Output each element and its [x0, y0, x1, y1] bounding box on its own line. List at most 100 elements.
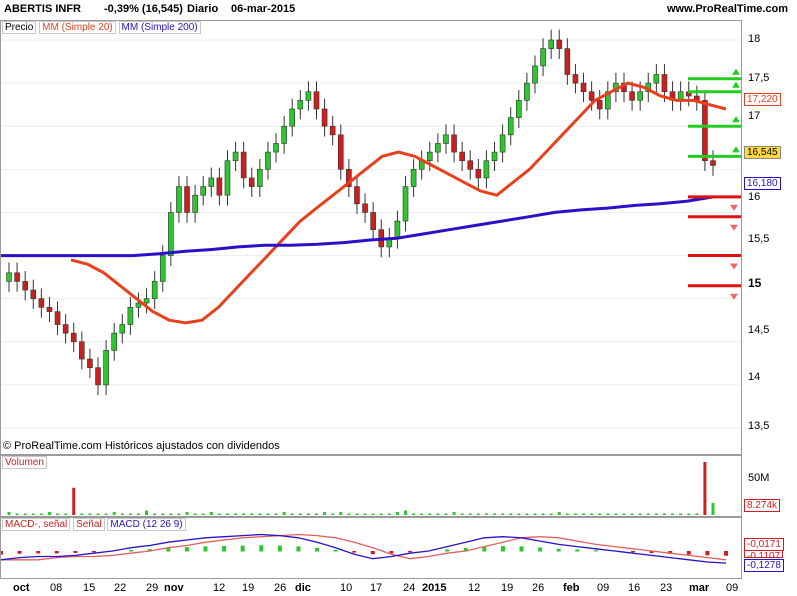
ma20-line	[70, 81, 727, 325]
volume-bar	[72, 487, 76, 515]
legend-ma20[interactable]: MM (Simple 20)	[39, 21, 116, 34]
legend-price[interactable]: Precio	[2, 21, 37, 34]
candle-body	[346, 169, 352, 187]
down-arrow-icon	[730, 204, 738, 211]
x-axis-label: 15	[83, 582, 96, 594]
volume-bar	[23, 513, 27, 515]
ma200-line	[1, 195, 714, 258]
candle-body	[661, 74, 668, 93]
volume-bar	[468, 513, 472, 515]
candle-body	[443, 134, 449, 144]
macd-histogram-bar	[705, 551, 710, 556]
legend-signal[interactable]: Señal	[73, 518, 105, 531]
volume-bar	[153, 513, 157, 515]
legend-volume[interactable]: Volumen	[2, 456, 47, 469]
header-site: www.ProRealTime.com	[667, 3, 789, 15]
candle-body	[103, 350, 109, 386]
up-arrow-icon	[732, 146, 740, 153]
down-arrow-icon	[730, 263, 738, 270]
tick-18: 18	[748, 33, 761, 45]
volume-panel[interactable]: Volumen	[0, 455, 742, 517]
volume-bar	[274, 513, 278, 515]
price-footer: © ProRealTime.com Históricos ajustados c…	[3, 440, 280, 452]
candle-body	[70, 332, 77, 343]
volume-bar	[582, 513, 586, 515]
volume-bar	[590, 513, 594, 515]
candle-body	[337, 134, 344, 170]
legend-ma200[interactable]: MM (Simple 200)	[118, 21, 201, 34]
volume-bar	[452, 511, 456, 515]
candle-body	[524, 82, 530, 101]
legend-macd-signal[interactable]: MACD-, señal	[2, 518, 71, 531]
macd-histogram-bar	[259, 545, 264, 552]
candle-body	[159, 255, 166, 282]
price-legend: Precio MM (Simple 20) MM (Simple 200)	[2, 21, 201, 34]
volume-bar	[711, 502, 715, 515]
x-axis: oct 08 15 22 29 nov 12 19 26 dic 10 17 24 2015 12 19 26 f…	[0, 579, 742, 596]
volume-bar	[371, 513, 375, 515]
volume-bar	[339, 511, 343, 515]
volume-bar	[161, 513, 165, 515]
volume-bar	[217, 513, 221, 515]
up-arrow-icon	[732, 68, 740, 75]
volume-bar	[169, 513, 173, 515]
x-axis-label: mar	[689, 582, 710, 594]
macd-histogram-bar	[147, 549, 152, 552]
ma200-value-tag: 16,180	[744, 177, 781, 190]
chart-header: ABERTIS INFR -0,39% (16,545) Diario 06-m…	[0, 0, 797, 20]
tick-16: 16	[748, 191, 761, 203]
x-axis-label: dic	[295, 582, 311, 594]
candle-body	[710, 160, 716, 166]
macd-histogram-bar	[631, 551, 636, 553]
volume-bar	[679, 513, 683, 515]
tick-13-5: 13,5	[748, 420, 770, 432]
volume-bar	[363, 513, 367, 515]
volume-bar	[64, 513, 68, 515]
volume-bar	[420, 513, 424, 515]
x-axis-label: 2015	[422, 582, 447, 594]
volume-legend: Volumen	[2, 456, 47, 469]
volume-bar	[209, 511, 213, 515]
volume-bar	[484, 513, 488, 515]
volume-bar	[242, 513, 246, 515]
macd-histogram-bar	[593, 550, 598, 552]
candle-body	[435, 143, 441, 153]
macd-panel[interactable]: MACD-, señal Señal MACD (12 26 9)	[0, 517, 742, 579]
tick-50m: 50M	[748, 472, 770, 484]
candle-body	[702, 100, 708, 162]
candle-body	[265, 151, 271, 170]
macd-histogram-bar	[370, 551, 375, 555]
macd-histogram-bar	[500, 545, 505, 552]
candle-body	[588, 91, 595, 101]
volume-bar	[298, 513, 302, 515]
legend-macd[interactable]: MACD (12 26 9)	[107, 518, 186, 531]
x-axis-label: 08	[50, 582, 63, 594]
macd-histogram-bar	[54, 551, 59, 554]
candle-body	[248, 177, 255, 187]
candle-body	[370, 212, 376, 230]
candle-body	[119, 324, 126, 334]
down-arrow-icon	[730, 224, 738, 231]
macd-histogram-bar	[556, 548, 561, 552]
candle-body	[329, 125, 336, 136]
price-value-tag: 16,545	[744, 146, 781, 159]
macd-histogram-bar	[482, 546, 487, 552]
x-axis-label: 17	[370, 582, 383, 594]
volume-bar	[39, 513, 43, 515]
x-axis-label: oct	[13, 582, 30, 594]
macd-histogram-bar	[352, 551, 357, 553]
down-arrow-icon	[730, 293, 738, 300]
volume-bar	[606, 513, 610, 515]
candle-body	[426, 151, 433, 162]
volume-bar	[703, 462, 707, 515]
candle-body	[127, 306, 134, 325]
x-axis-label: feb	[563, 582, 580, 594]
volume-bar	[630, 513, 634, 515]
volume-bar	[128, 513, 132, 515]
ma20-value-tag: 17,220	[744, 93, 781, 106]
price-panel[interactable]: Precio MM (Simple 20) MM (Simple 200) © …	[0, 20, 742, 455]
macd-histogram-bar	[519, 546, 524, 552]
volume-bar	[565, 513, 569, 515]
candle-body	[87, 358, 93, 368]
candle-body	[475, 169, 482, 179]
